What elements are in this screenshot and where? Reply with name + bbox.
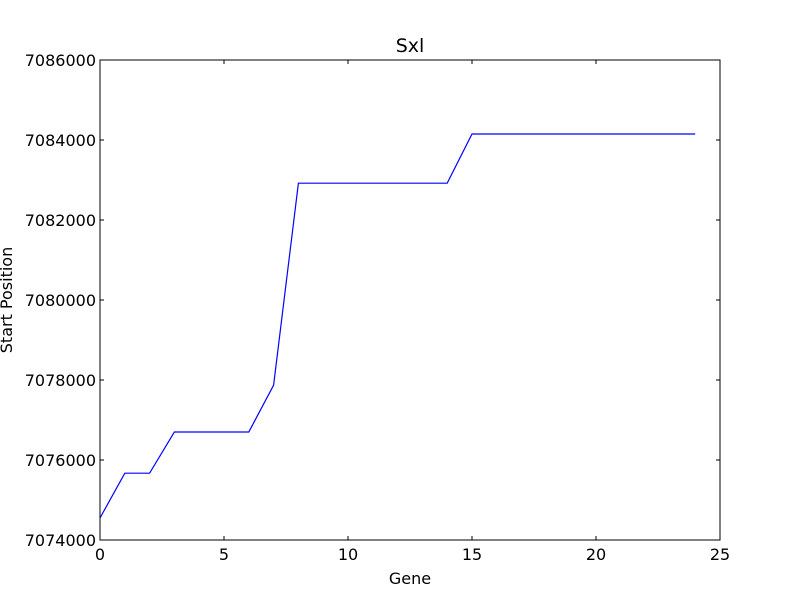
x-tick-label: 15: [462, 545, 482, 564]
series-line: [99, 133, 696, 519]
x-axis-label: Gene: [389, 569, 431, 588]
y-tick-label: 7074000: [25, 531, 96, 550]
x-tick-label: 25: [710, 545, 730, 564]
y-tick-label: 7080000: [25, 291, 96, 310]
y-axis-label: Start Position: [0, 247, 16, 353]
x-tick-label: 5: [219, 545, 229, 564]
x-axis-ticks: 0 5 10 15 20 25: [95, 60, 730, 564]
x-tick-label: 0: [95, 545, 105, 564]
x-tick-label: 20: [586, 545, 606, 564]
y-tick-label: 7086000: [25, 51, 96, 70]
y-axis-ticks: 7074000 7076000 7078000 7080000 7082000 70840…: [25, 51, 720, 550]
chart-title: Sxl: [396, 35, 425, 57]
y-tick-label: 7076000: [25, 451, 96, 470]
plot-frame: [99, 59, 721, 541]
x-tick-label: 10: [338, 545, 358, 564]
y-tick-label: 7078000: [25, 371, 96, 390]
y-tick-label: 7082000: [25, 211, 96, 230]
y-tick-label: 7084000: [25, 131, 96, 150]
series-layer: [99, 133, 696, 519]
